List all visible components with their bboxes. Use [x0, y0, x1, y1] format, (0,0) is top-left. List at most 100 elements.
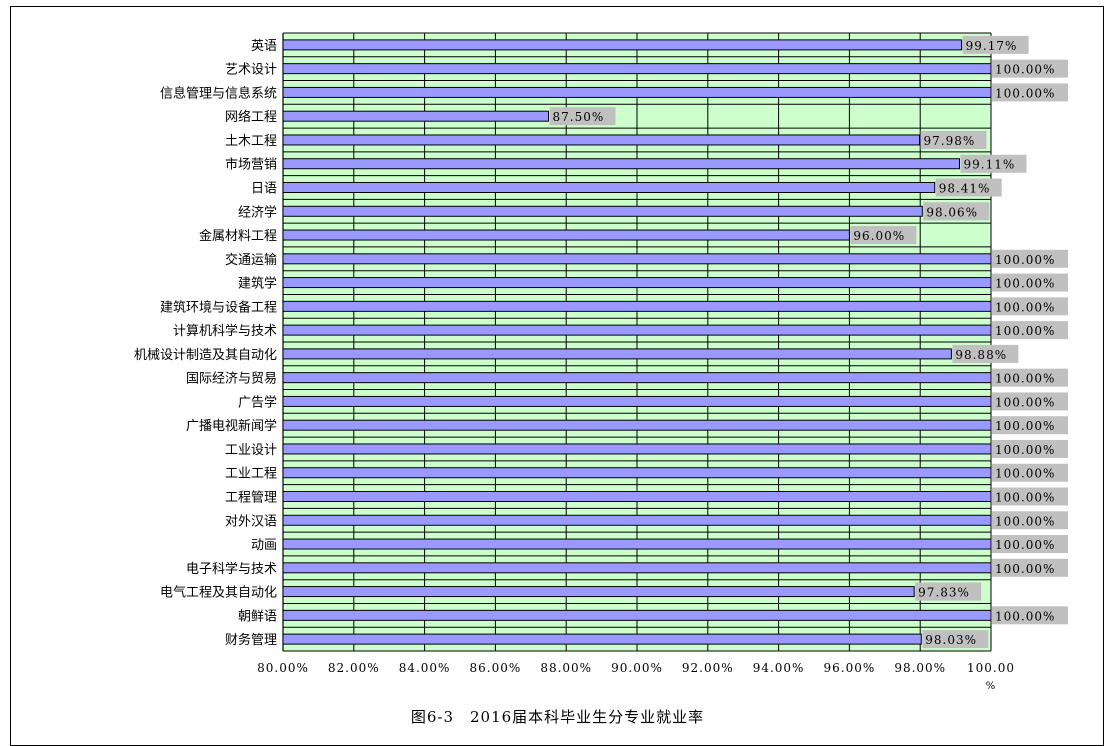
data-label: 100.00%	[995, 609, 1055, 623]
x-tick-label: 84.00%	[399, 661, 451, 675]
bar	[282, 562, 992, 574]
data-label-bg	[549, 107, 616, 126]
category-label: 经济学	[238, 204, 277, 220]
category-label: 国际经济与贸易	[186, 372, 277, 387]
data-label-bg	[992, 511, 1068, 530]
data-label: 100.00%	[995, 63, 1055, 77]
bar	[282, 538, 992, 550]
data-label-bg	[992, 297, 1068, 316]
bar	[282, 63, 992, 75]
data-label-bg	[992, 558, 1068, 577]
data-label: 100.00%	[995, 514, 1055, 528]
category-label: 土木工程	[225, 134, 277, 149]
data-label-bg	[992, 487, 1068, 506]
bar	[282, 300, 992, 312]
bar	[282, 443, 992, 455]
bar	[282, 205, 923, 217]
bar	[282, 39, 963, 51]
data-label-bg	[920, 130, 987, 149]
category-label: 广播电视新闻学	[186, 418, 277, 434]
x-tick-label: 88.00%	[540, 661, 592, 675]
bar	[282, 158, 960, 170]
category-label: 朝鲜语	[238, 609, 277, 624]
data-label-bg	[992, 535, 1068, 554]
data-label: 97.83%	[918, 586, 970, 600]
data-label: 96.00%	[853, 229, 905, 243]
data-label-bg	[992, 273, 1068, 292]
bar-chart: 英语 99.17% 艺术设计 100.00% 信息管理与信息系统 100.00% 网络工程 8…	[134, 32, 1068, 692]
x-tick-label: 86.00%	[470, 661, 522, 675]
data-label-bg	[992, 368, 1068, 387]
category-label: 工业设计	[225, 443, 277, 458]
bar	[282, 110, 549, 122]
data-label-bg	[962, 35, 1029, 54]
data-label-bg	[935, 178, 1002, 197]
data-label: 98.41%	[939, 182, 991, 196]
bar	[282, 324, 992, 336]
x-tick-label: 90.00%	[611, 661, 663, 675]
category-label: 建筑环境与设备工程	[160, 299, 277, 315]
data-label: 87.50%	[553, 110, 605, 124]
category-label: 日语	[251, 182, 277, 197]
category-label: 工程管理	[225, 491, 277, 506]
category-label: 建筑学	[238, 276, 277, 292]
x-tick-label: 96.00%	[824, 661, 876, 675]
x-tick-label: 100.00	[967, 661, 1015, 675]
bar	[282, 467, 992, 479]
data-label-bg	[992, 606, 1068, 625]
data-label-bg	[850, 226, 917, 245]
x-tick-label: 98.00%	[894, 661, 946, 675]
x-tick-label: 80.00%	[257, 661, 309, 675]
category-label: 网络工程	[225, 109, 277, 125]
data-label: 98.03%	[925, 633, 977, 647]
data-label-bg	[992, 249, 1068, 268]
data-label-bg	[992, 439, 1068, 458]
category-label: 英语	[251, 39, 277, 54]
data-label: 100.00%	[995, 538, 1055, 552]
category-label: 信息管理与信息系统	[160, 85, 277, 101]
data-label: 100.00%	[995, 419, 1055, 433]
category-label: 艺术设计	[225, 63, 277, 78]
x-tick-label: %	[986, 681, 997, 692]
x-tick-label: 82.00%	[328, 661, 380, 675]
bar	[282, 419, 992, 431]
data-label: 98.88%	[955, 348, 1007, 362]
data-label: 100.00%	[995, 443, 1055, 457]
bar	[282, 609, 992, 621]
bar	[282, 514, 992, 526]
bar	[282, 372, 992, 384]
category-label: 电子科学与技术	[186, 561, 277, 577]
category-label: 计算机科学与技术	[173, 323, 277, 339]
data-label-bg	[915, 582, 982, 601]
bar	[282, 182, 936, 193]
bar	[282, 229, 850, 241]
data-label-bg	[992, 59, 1068, 78]
bar	[282, 395, 992, 407]
category-label: 动画	[251, 538, 277, 553]
data-label-bg	[992, 321, 1068, 340]
chart-caption: 图6-3 2016届本科毕业生分专业就业率	[410, 708, 705, 726]
category-label: 交通运输	[225, 252, 277, 268]
category-label: 工业工程	[225, 467, 277, 482]
data-label: 100.00%	[995, 324, 1055, 338]
data-label: 97.98%	[923, 134, 975, 148]
data-label-bg	[992, 83, 1068, 102]
category-label: 机械设计制造及其自动化	[134, 348, 277, 363]
data-label: 100.00%	[995, 562, 1055, 576]
category-label: 财务管理	[225, 632, 277, 648]
data-label-bg	[992, 416, 1068, 435]
bar	[282, 586, 915, 598]
data-label-bg	[960, 154, 1027, 173]
bar	[282, 253, 992, 265]
data-label: 100.00%	[995, 277, 1055, 291]
data-label-bg	[923, 202, 990, 221]
bar	[282, 633, 922, 645]
bar	[282, 491, 992, 502]
data-label-bg	[952, 344, 1019, 363]
x-tick-label: 92.00%	[682, 661, 734, 675]
data-label: 100.00%	[995, 253, 1055, 267]
data-label-bg	[992, 463, 1068, 482]
data-label-bg	[992, 392, 1068, 411]
data-label: 99.17%	[966, 39, 1018, 53]
data-label-bg	[922, 630, 989, 649]
